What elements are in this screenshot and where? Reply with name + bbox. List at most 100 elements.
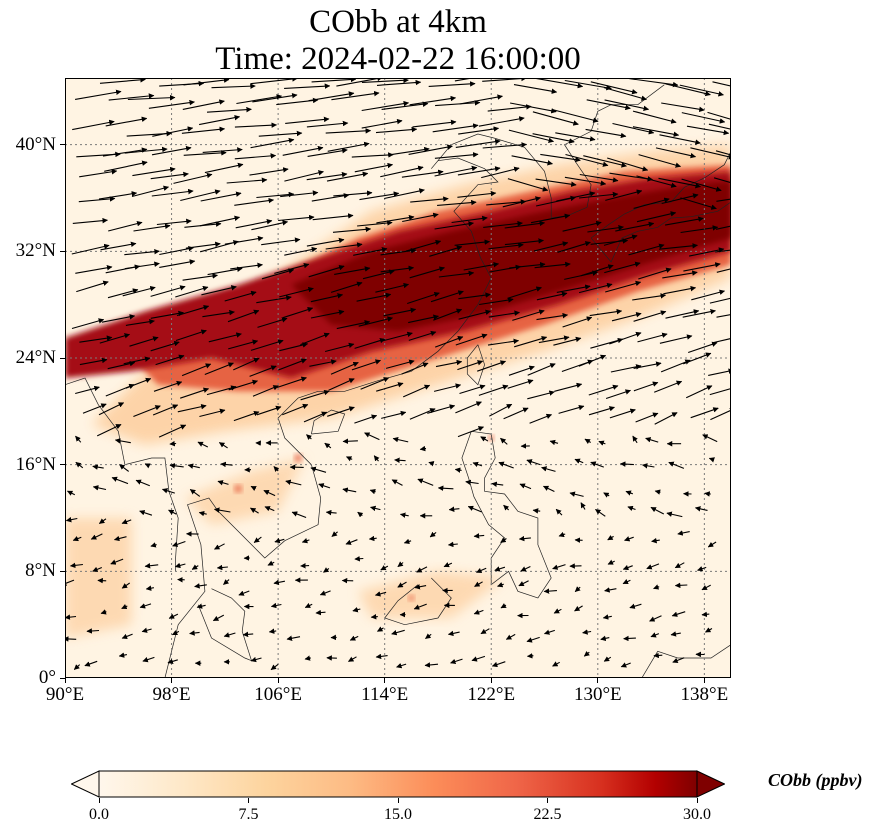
wind-arrow (457, 166, 501, 176)
wind-arrow (121, 519, 132, 525)
wind-arrow (204, 162, 244, 174)
wind-arrow (409, 95, 457, 106)
wind-arrow (79, 357, 108, 366)
wind-arrow (478, 116, 525, 127)
wind-arrow (71, 243, 110, 255)
wind-arrow (507, 379, 534, 389)
wind-arrow (300, 332, 330, 346)
x-tick-mark (703, 678, 705, 683)
wind-arrow (132, 166, 176, 177)
wind-arrow (408, 144, 453, 155)
wind-arrow (310, 293, 344, 303)
wind-arrow (124, 261, 160, 270)
wind-arrow (384, 188, 425, 200)
wind-arrow (69, 562, 83, 569)
wind-arrow (473, 533, 485, 539)
wind-arrow (432, 123, 479, 133)
wind-arrow (624, 536, 634, 542)
wind-arrow (72, 119, 115, 131)
wind-arrow (409, 408, 436, 420)
wind-arrow (307, 147, 348, 157)
wind-arrow (715, 225, 731, 230)
plume-halo (358, 571, 505, 618)
wind-arrow (690, 147, 731, 160)
wind-arrow (327, 141, 370, 152)
wind-arrow (370, 614, 378, 620)
wind-arrow (491, 481, 504, 487)
wind-arrow (374, 591, 387, 597)
wind-arrow (641, 463, 655, 469)
wind-arrow (198, 510, 207, 517)
wind-arrow (359, 191, 400, 201)
wind-arrow (333, 190, 373, 197)
wind-arrow (65, 579, 75, 586)
wind-arrow (227, 309, 260, 323)
wind-arrow (161, 488, 175, 494)
wind-arrow (183, 78, 230, 86)
wind-arrow (208, 332, 242, 343)
wind-arrow (600, 635, 610, 642)
wind-arrow (555, 132, 596, 142)
y-tick-label: 0° (38, 667, 56, 688)
wind-arrow (562, 316, 593, 328)
x-tick-mark (171, 678, 173, 683)
wind-arrow (632, 110, 677, 124)
wind-arrow (279, 286, 314, 298)
wind-arrow (595, 508, 606, 517)
wind-arrow (111, 476, 129, 485)
x-tick-label: 98°E (152, 684, 191, 705)
wind-arrow (135, 479, 151, 487)
wind-arrow (144, 463, 151, 469)
wind-arrow (605, 280, 642, 293)
wind-arrow (376, 214, 415, 224)
wind-arrow (251, 220, 289, 231)
wind-arrow (268, 628, 277, 634)
wind-arrow (708, 368, 731, 376)
wind-arrow (564, 79, 612, 91)
wind-arrow (394, 457, 406, 464)
wind-arrow (552, 661, 560, 667)
wind-arrow (590, 238, 629, 245)
wind-arrow (174, 562, 186, 569)
wind-arrow (633, 310, 667, 322)
wind-arrow (433, 383, 462, 392)
wind-arrow (508, 365, 535, 376)
wind-arrow (171, 630, 180, 636)
x-tick-mark (277, 678, 279, 683)
wind-arrow (457, 426, 485, 438)
wind-arrow (185, 241, 221, 249)
wind-arrow (555, 508, 563, 516)
wind-arrow (549, 439, 559, 446)
wind-arrow (512, 309, 545, 321)
wind-arrow (397, 561, 404, 568)
wind-arrow (682, 308, 716, 318)
wind-arrow (701, 584, 711, 591)
coastline-segment (466, 344, 485, 386)
wind-arrow (670, 631, 681, 637)
wind-arrow (387, 146, 430, 156)
wind-arrow (661, 193, 699, 205)
wind-arrow (181, 363, 212, 377)
wind-arrow (357, 511, 364, 518)
wind-arrow (663, 285, 697, 295)
wind-arrow (589, 308, 623, 317)
y-tick-mark (60, 677, 65, 679)
wind-arrow (443, 562, 453, 568)
wind-arrow (553, 608, 562, 614)
wind-arrow (498, 461, 514, 469)
wind-arrow (72, 217, 108, 224)
wind-vectors (65, 78, 731, 671)
wind-arrow (133, 405, 161, 418)
wind-arrow (327, 406, 355, 417)
wind-arrow (437, 199, 477, 206)
wind-arrow (433, 308, 463, 321)
colorbar-tick-mark (547, 798, 548, 803)
coastlines (65, 84, 731, 678)
local-hotspot (294, 454, 303, 462)
wind-arrow (270, 602, 282, 609)
wind-arrow (632, 126, 680, 137)
wind-arrow (672, 657, 685, 663)
wind-arrow (142, 656, 155, 663)
wind-arrow (494, 566, 506, 572)
wind-arrow (99, 78, 146, 84)
